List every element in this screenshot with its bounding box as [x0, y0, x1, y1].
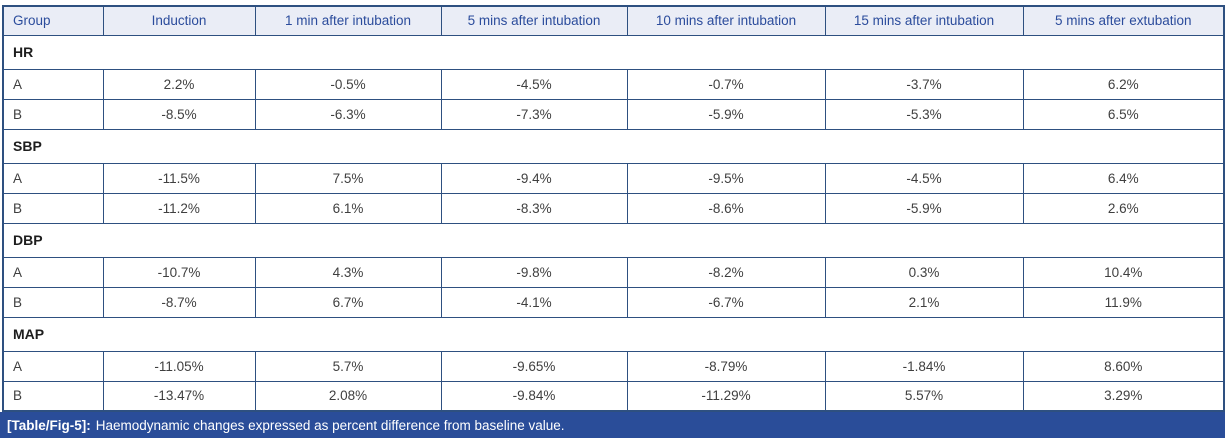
table-header: Group Induction 1 min after intubation 5 mi…	[2, 5, 1225, 36]
value-cell: 0.3%	[824, 256, 1024, 288]
table-row: A -11.5% 7.5% -9.4% -9.5% -4.5% 6.4%	[2, 162, 1225, 194]
group-cell: A	[2, 350, 104, 382]
value-cell: -5.3%	[824, 98, 1024, 130]
column-header: Group	[2, 5, 104, 36]
section-label: HR	[2, 34, 1225, 70]
caption-label: [Table/Fig-5]:	[7, 417, 91, 433]
value-cell: -9.8%	[440, 256, 628, 288]
table-row: B -13.47% 2.08% -9.84% -11.29% 5.57% 3.29%	[2, 380, 1225, 412]
table-row: A -10.7% 4.3% -9.8% -8.2% 0.3% 10.4%	[2, 256, 1225, 288]
haemodynamic-table-wrap: Group Induction 1 min after intubation 5 mi…	[2, 5, 1225, 412]
value-cell: -6.3%	[254, 98, 442, 130]
value-cell: -0.7%	[626, 68, 826, 100]
value-cell: 6.4%	[1022, 162, 1225, 194]
value-cell: 8.60%	[1022, 350, 1225, 382]
value-cell: -11.29%	[626, 380, 826, 412]
section-row: DBP	[2, 222, 1225, 258]
value-cell: -8.6%	[626, 192, 826, 224]
value-cell: -13.47%	[102, 380, 256, 412]
value-cell: -8.3%	[440, 192, 628, 224]
caption-text: Haemodynamic changes expressed as percen…	[95, 417, 565, 433]
value-cell: -11.05%	[102, 350, 256, 382]
table-header-row: Group Induction 1 min after intubation 5 mi…	[2, 5, 1225, 36]
value-cell: 5.7%	[254, 350, 442, 382]
group-cell: A	[2, 162, 104, 194]
column-header: 15 mins after intubation	[824, 5, 1024, 36]
haemodynamic-table: Group Induction 1 min after intubation 5 mi…	[2, 5, 1225, 412]
table-row: B -11.2% 6.1% -8.3% -8.6% -5.9% 2.6%	[2, 192, 1225, 224]
table-row: A -11.05% 5.7% -9.65% -8.79% -1.84% 8.60%	[2, 350, 1225, 382]
value-cell: 7.5%	[254, 162, 442, 194]
value-cell: -9.5%	[626, 162, 826, 194]
value-cell: 2.08%	[254, 380, 442, 412]
value-cell: 3.29%	[1022, 380, 1225, 412]
value-cell: -7.3%	[440, 98, 628, 130]
section-row: HR	[2, 34, 1225, 70]
value-cell: -9.65%	[440, 350, 628, 382]
column-header: 5 mins after extubation	[1022, 5, 1225, 36]
section-row: SBP	[2, 128, 1225, 164]
value-cell: -11.5%	[102, 162, 256, 194]
table-row: A 2.2% -0.5% -4.5% -0.7% -3.7% 6.2%	[2, 68, 1225, 100]
value-cell: -6.7%	[626, 286, 826, 318]
value-cell: -5.9%	[824, 192, 1024, 224]
value-cell: 2.6%	[1022, 192, 1225, 224]
value-cell: -5.9%	[626, 98, 826, 130]
value-cell: -8.5%	[102, 98, 256, 130]
group-cell: A	[2, 256, 104, 288]
table-row: B -8.5% -6.3% -7.3% -5.9% -5.3% 6.5%	[2, 98, 1225, 130]
value-cell: -3.7%	[824, 68, 1024, 100]
group-cell: B	[2, 286, 104, 318]
section-label: MAP	[2, 316, 1225, 352]
value-cell: 6.1%	[254, 192, 442, 224]
section-label: DBP	[2, 222, 1225, 258]
column-header: Induction	[102, 5, 256, 36]
value-cell: 6.7%	[254, 286, 442, 318]
value-cell: -4.5%	[824, 162, 1024, 194]
table-caption: [Table/Fig-5]: Haemodynamic changes expr…	[0, 412, 1225, 438]
value-cell: -0.5%	[254, 68, 442, 100]
value-cell: -10.7%	[102, 256, 256, 288]
value-cell: -8.7%	[102, 286, 256, 318]
section-row: MAP	[2, 316, 1225, 352]
table-body: HR A 2.2% -0.5% -4.5% -0.7% -3.7% 6.2% B -8.5% -6.…	[2, 34, 1225, 412]
value-cell: -11.2%	[102, 192, 256, 224]
value-cell: 4.3%	[254, 256, 442, 288]
group-cell: B	[2, 380, 104, 412]
value-cell: 10.4%	[1022, 256, 1225, 288]
group-cell: B	[2, 98, 104, 130]
value-cell: 11.9%	[1022, 286, 1225, 318]
value-cell: -9.84%	[440, 380, 628, 412]
value-cell: -1.84%	[824, 350, 1024, 382]
group-cell: A	[2, 68, 104, 100]
value-cell: -8.2%	[626, 256, 826, 288]
value-cell: -8.79%	[626, 350, 826, 382]
column-header: 5 mins after intubation	[440, 5, 628, 36]
value-cell: 2.2%	[102, 68, 256, 100]
section-label: SBP	[2, 128, 1225, 164]
value-cell: -4.1%	[440, 286, 628, 318]
table-row: B -8.7% 6.7% -4.1% -6.7% 2.1% 11.9%	[2, 286, 1225, 318]
value-cell: -9.4%	[440, 162, 628, 194]
value-cell: -4.5%	[440, 68, 628, 100]
group-cell: B	[2, 192, 104, 224]
value-cell: 6.2%	[1022, 68, 1225, 100]
value-cell: 6.5%	[1022, 98, 1225, 130]
value-cell: 5.57%	[824, 380, 1024, 412]
column-header: 1 min after intubation	[254, 5, 442, 36]
value-cell: 2.1%	[824, 286, 1024, 318]
column-header: 10 mins after intubation	[626, 5, 826, 36]
